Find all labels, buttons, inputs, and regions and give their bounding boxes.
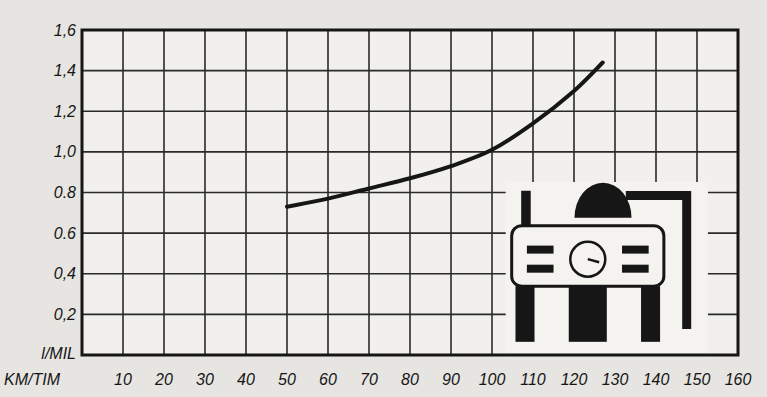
y-tick-label: 0.6 — [54, 225, 76, 242]
x-tick-label: 110 — [520, 371, 546, 388]
x-tick-label: 20 — [154, 371, 173, 388]
pump-display — [622, 246, 649, 254]
y-tick-label: 1,0 — [54, 143, 76, 160]
plot-area — [82, 30, 738, 355]
y-tick-label: 0,2 — [54, 306, 76, 323]
x-tick-label: 140 — [643, 371, 670, 388]
grid — [82, 30, 738, 355]
y-tick-label: 1,6 — [54, 22, 76, 39]
x-tick-label: 160 — [725, 371, 752, 388]
x-tick-label: 80 — [401, 371, 419, 388]
x-tick-label: 30 — [196, 371, 214, 388]
pump-body — [569, 286, 607, 342]
x-tick-label: 60 — [319, 371, 337, 388]
pump-dome — [574, 183, 631, 218]
illustration-ground — [506, 182, 708, 355]
x-tick-label: 120 — [561, 371, 588, 388]
pump-head — [512, 226, 664, 286]
pump-leg — [515, 286, 534, 342]
data-layer — [287, 63, 603, 207]
plot-frame — [82, 30, 738, 355]
y-axis-title: l/MIL — [41, 345, 76, 362]
x-axis-title: KM/TIM — [4, 371, 61, 388]
x-tick-label: 130 — [602, 371, 629, 388]
x-tick-label: 90 — [442, 371, 460, 388]
x-tick-label: 100 — [479, 371, 506, 388]
pump-display — [527, 265, 554, 273]
pump-leg — [641, 286, 660, 342]
chart: 0,2 0,4 0.6 0.8 1,0 1,2 1,4 1,6 10 20 30 40 50 60 70 80… — [0, 0, 767, 397]
x-tick-label: 40 — [237, 371, 255, 388]
pump-gauge — [570, 242, 605, 277]
y-grid-line — [82, 110, 738, 112]
y-grid-line — [82, 151, 738, 153]
y-grid-line — [82, 70, 738, 72]
x-tick-label: 70 — [360, 371, 378, 388]
y-tick-label: 1,2 — [54, 103, 76, 120]
pump-display — [622, 265, 649, 273]
x-tick-label: 10 — [114, 371, 132, 388]
pump-nozzle — [521, 191, 531, 226]
consumption-curve — [287, 63, 603, 207]
fuel-pump-illustration — [506, 182, 708, 355]
y-tick-label: 0.8 — [54, 184, 76, 201]
y-tick-label: 1,4 — [54, 62, 76, 79]
pump-gauge-needle — [588, 259, 599, 262]
x-tick-label: 150 — [684, 371, 711, 388]
y-tick-label: 0,4 — [54, 265, 76, 282]
pump-display — [527, 246, 554, 254]
background — [0, 0, 767, 397]
x-tick-label: 50 — [278, 371, 296, 388]
